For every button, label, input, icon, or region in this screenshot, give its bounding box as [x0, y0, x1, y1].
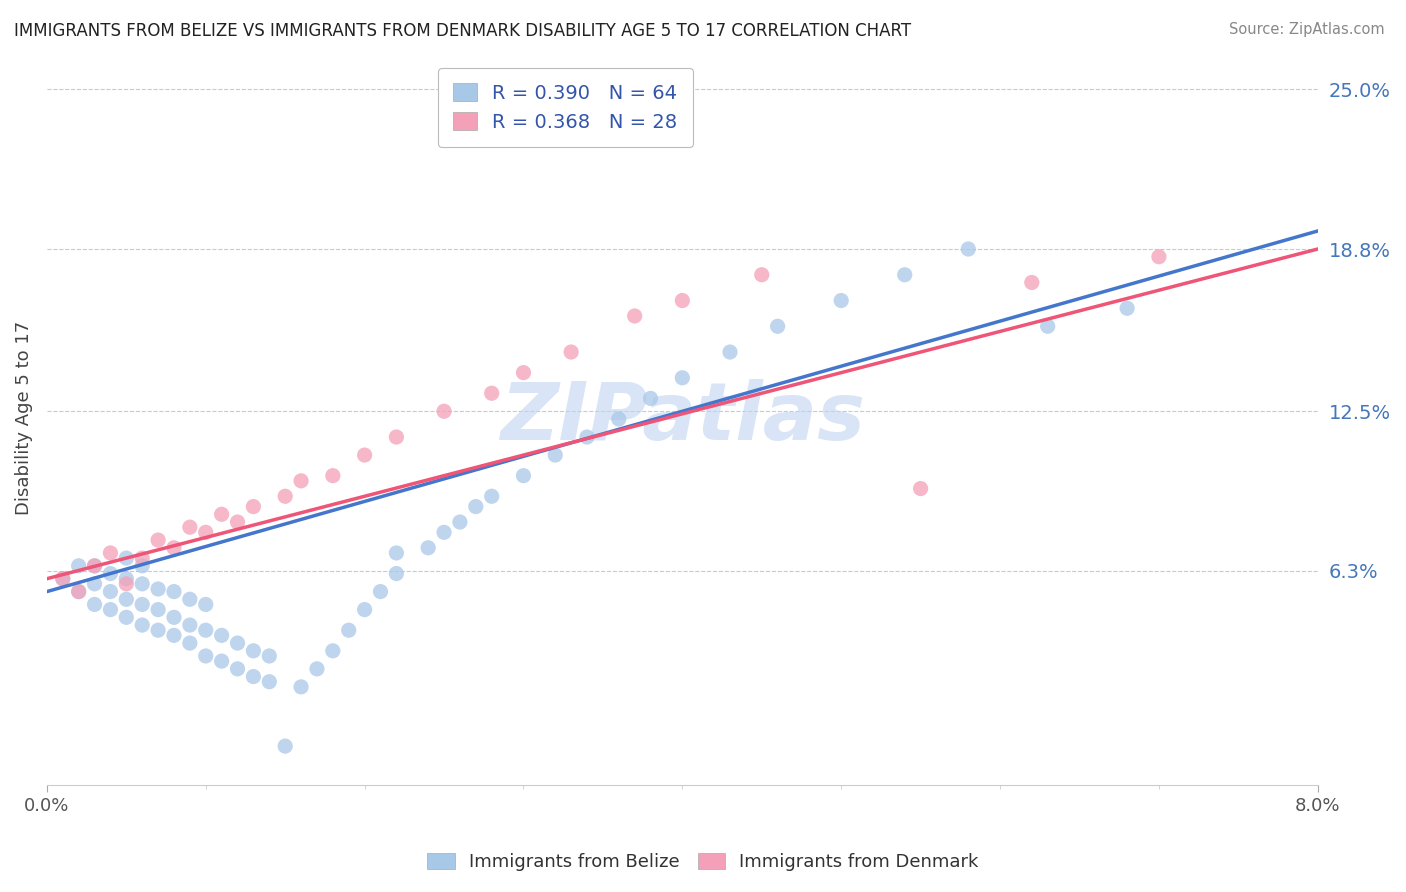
Point: [274, 739, 297, 753]
Point: [1116, 301, 1139, 316]
Point: [353, 602, 375, 616]
Point: [67, 558, 90, 573]
Point: [607, 412, 630, 426]
Point: [242, 644, 264, 658]
Point: [830, 293, 852, 308]
Point: [512, 468, 534, 483]
Point: [146, 602, 169, 616]
Point: [1021, 276, 1043, 290]
Point: [418, 541, 440, 555]
Point: [163, 610, 186, 624]
Point: [115, 577, 138, 591]
Point: [305, 662, 328, 676]
Point: [623, 309, 645, 323]
Point: [259, 674, 281, 689]
Point: [211, 628, 233, 642]
Point: [52, 572, 75, 586]
Point: [194, 648, 217, 663]
Point: [194, 525, 217, 540]
Point: [433, 525, 456, 540]
Point: [1147, 250, 1170, 264]
Point: [274, 489, 297, 503]
Point: [146, 624, 169, 638]
Point: [211, 508, 233, 522]
Point: [766, 319, 789, 334]
Point: [194, 598, 217, 612]
Point: [115, 592, 138, 607]
Point: [242, 500, 264, 514]
Point: [544, 448, 567, 462]
Point: [385, 430, 408, 444]
Point: [179, 636, 201, 650]
Point: [100, 566, 122, 581]
Point: [83, 558, 105, 573]
Point: [560, 345, 582, 359]
Point: [1036, 319, 1059, 334]
Point: [449, 515, 471, 529]
Point: [179, 520, 201, 534]
Point: [115, 572, 138, 586]
Point: [131, 577, 153, 591]
Point: [512, 366, 534, 380]
Point: [194, 624, 217, 638]
Point: [385, 566, 408, 581]
Point: [146, 533, 169, 547]
Point: [163, 628, 186, 642]
Point: [115, 610, 138, 624]
Point: [100, 584, 122, 599]
Point: [385, 546, 408, 560]
Point: [179, 618, 201, 632]
Point: [131, 551, 153, 566]
Point: [290, 474, 312, 488]
Point: [290, 680, 312, 694]
Point: [83, 598, 105, 612]
Point: [751, 268, 773, 282]
Text: Source: ZipAtlas.com: Source: ZipAtlas.com: [1229, 22, 1385, 37]
Legend: Immigrants from Belize, Immigrants from Denmark: Immigrants from Belize, Immigrants from …: [420, 846, 986, 879]
Point: [226, 662, 249, 676]
Text: ZIPatlas: ZIPatlas: [499, 379, 865, 457]
Point: [131, 558, 153, 573]
Point: [353, 448, 375, 462]
Legend: R = 0.390   N = 64, R = 0.368   N = 28: R = 0.390 N = 64, R = 0.368 N = 28: [437, 68, 693, 147]
Point: [211, 654, 233, 668]
Point: [640, 392, 662, 406]
Point: [910, 482, 932, 496]
Point: [576, 430, 599, 444]
Point: [957, 242, 980, 256]
Point: [131, 598, 153, 612]
Y-axis label: Disability Age 5 to 17: Disability Age 5 to 17: [15, 320, 32, 515]
Point: [322, 644, 344, 658]
Point: [83, 577, 105, 591]
Point: [163, 541, 186, 555]
Point: [464, 500, 486, 514]
Point: [481, 386, 503, 401]
Point: [131, 618, 153, 632]
Point: [242, 669, 264, 683]
Point: [115, 551, 138, 566]
Point: [226, 515, 249, 529]
Text: IMMIGRANTS FROM BELIZE VS IMMIGRANTS FROM DENMARK DISABILITY AGE 5 TO 17 CORRELA: IMMIGRANTS FROM BELIZE VS IMMIGRANTS FRO…: [14, 22, 911, 40]
Point: [337, 624, 360, 638]
Point: [163, 584, 186, 599]
Point: [146, 582, 169, 596]
Point: [259, 648, 281, 663]
Point: [100, 546, 122, 560]
Point: [370, 584, 392, 599]
Point: [671, 293, 693, 308]
Point: [67, 584, 90, 599]
Point: [67, 584, 90, 599]
Point: [322, 468, 344, 483]
Point: [718, 345, 741, 359]
Point: [226, 636, 249, 650]
Point: [179, 592, 201, 607]
Point: [433, 404, 456, 418]
Point: [671, 371, 693, 385]
Point: [893, 268, 915, 282]
Point: [52, 572, 75, 586]
Point: [100, 602, 122, 616]
Point: [83, 558, 105, 573]
Point: [481, 489, 503, 503]
